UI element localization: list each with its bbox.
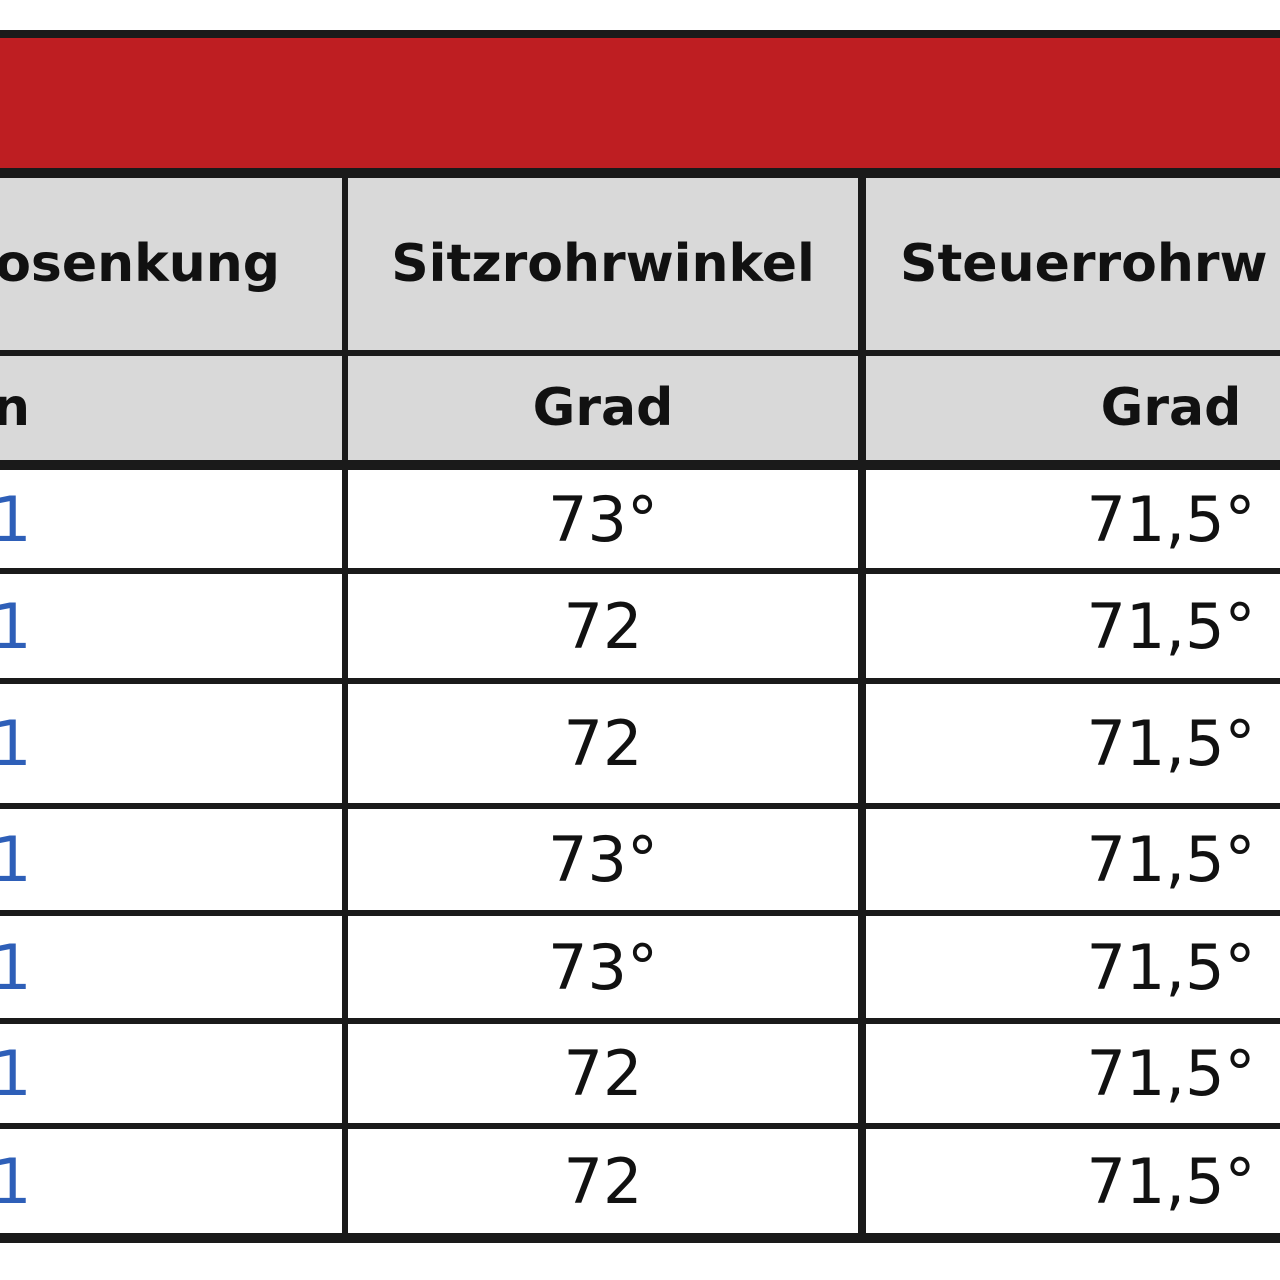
data-cell: 71,5° [1086,930,1256,1004]
data-cell: 71,5° [1086,589,1256,663]
data-cell: 1 [0,707,32,780]
row-border [0,460,1280,470]
column-border [858,178,866,1243]
data-cell: 1 [0,930,32,1004]
data-cell: 1 [0,482,32,556]
row-border [0,803,1280,809]
data-cell: 71,5° [1086,823,1256,896]
data-cell: 1 [0,589,32,663]
data-cell: 73° [548,930,658,1004]
data-cell: 72 [563,589,643,663]
row-border [0,1233,1280,1243]
header-cell: n [0,378,30,438]
data-cell: 73° [548,823,658,896]
data-cell: 71,5° [1086,707,1256,780]
row-border [0,910,1280,916]
data-cell: 71,5° [1086,1144,1256,1218]
data-cell: 1 [0,823,32,896]
data-cell: 1 [0,1144,32,1218]
header-cell: Sitzrohrwinkel [391,234,815,294]
data-cell: 71,5° [1086,482,1256,556]
data-cell: 1 [0,1037,32,1110]
data-cell: 72 [563,707,643,780]
row-border [0,568,1280,574]
data-cell: 72 [563,1144,643,1218]
data-cell: 72 [563,1037,643,1110]
header-background [0,178,1280,468]
header-cell: Steuerrohrw [900,234,1268,294]
row-border [0,1123,1280,1129]
column-border [342,178,348,1243]
header-cell: osenkung [0,234,280,294]
data-cell: 71,5° [1086,1037,1256,1110]
data-cell: 73° [548,482,658,556]
header-cell: Grad [1100,378,1242,438]
row-border [0,1018,1280,1024]
header-cell: Grad [532,378,674,438]
title-band [0,38,1280,168]
row-border [0,678,1280,684]
row-border [0,350,1280,356]
